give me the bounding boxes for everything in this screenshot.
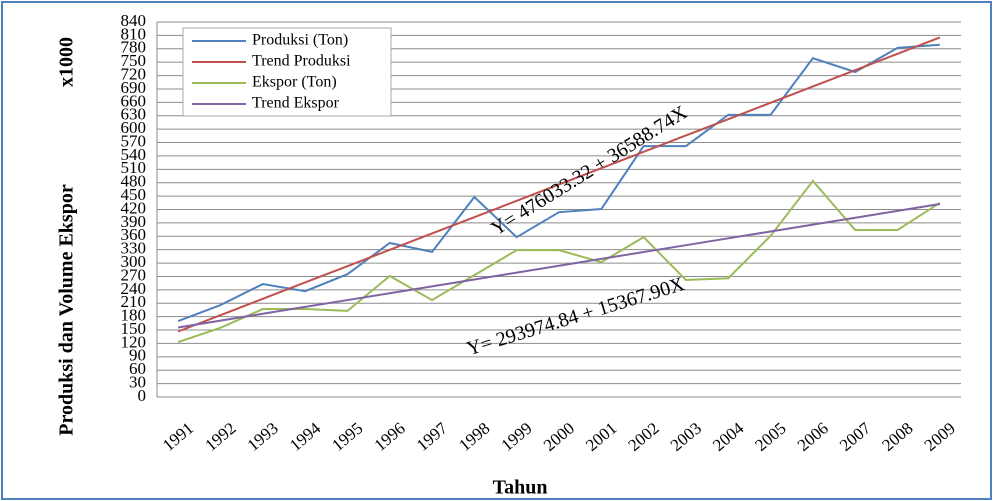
legend-label: Produksi (Ton)	[252, 32, 348, 49]
y-tick-label: 750	[121, 51, 147, 70]
y-tick-label: 30	[129, 373, 146, 392]
y-tick-label: 60	[129, 359, 146, 378]
y-tick-label: 570	[121, 131, 147, 150]
y-tick-label: 300	[121, 252, 147, 271]
y-tick-label: 360	[121, 225, 147, 244]
y-tick-label: 120	[121, 332, 147, 351]
y-tick-label: 780	[121, 38, 147, 57]
y-tick-label: 180	[121, 306, 147, 325]
series-line	[177, 36, 941, 333]
y-tick-label: 810	[121, 24, 147, 43]
y-tick-label: 690	[121, 78, 147, 97]
series-line	[177, 43, 940, 323]
y-unit: x1000	[56, 37, 78, 87]
y-tick-label: 420	[121, 198, 147, 217]
y-tick-label: 480	[121, 172, 147, 191]
legend-box	[182, 27, 392, 117]
series-line	[177, 203, 941, 329]
y-tick-label: 840	[121, 11, 147, 30]
y-tick-label: 660	[121, 91, 147, 110]
y-tick-label: 390	[121, 212, 147, 231]
y-tick-label: 540	[121, 145, 147, 164]
y-tick-label: 240	[121, 279, 147, 298]
legend-label: Trend Ekspor	[252, 95, 340, 112]
series-line	[177, 179, 941, 344]
y-tick-label: 90	[129, 346, 146, 365]
y-tick-label: 270	[121, 265, 147, 284]
y-tick-label: 720	[121, 64, 147, 83]
y-axis-label: Produksi dan Volume Ekspor	[56, 184, 78, 436]
legend-label: Trend Produksi	[252, 53, 351, 70]
y-tick-label: 210	[121, 292, 147, 311]
y-tick-label: 330	[121, 239, 147, 258]
legend-label: Ekspor (Ton)	[252, 74, 337, 91]
x-axis-label: Tahun	[493, 477, 548, 499]
y-tick-label: 150	[121, 319, 147, 338]
y-tick-label: 630	[121, 105, 147, 124]
y-tick-label: 0	[138, 386, 147, 405]
y-tick-label: 450	[121, 185, 147, 204]
y-tick-label: 600	[121, 118, 147, 137]
y-tick-label: 510	[121, 158, 147, 177]
